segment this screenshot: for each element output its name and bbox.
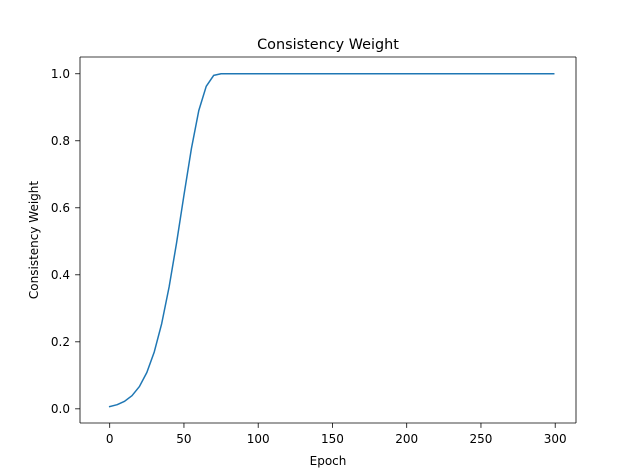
y-tick-label: 0.6 xyxy=(51,201,70,215)
x-tick-label: 0 xyxy=(106,432,114,446)
y-tick-label: 0.8 xyxy=(51,134,70,148)
y-tick-label: 1.0 xyxy=(51,67,70,81)
y-tick-label: 0.4 xyxy=(51,268,70,282)
y-tick-label: 0.0 xyxy=(51,402,70,416)
x-tick-label: 100 xyxy=(247,432,270,446)
x-axis-label: Epoch xyxy=(310,454,347,468)
x-tick-label: 250 xyxy=(470,432,493,446)
plot-layer: 0 50 100 150 200 250 300 0.0 0.2 0.4 0.6 0.8 1.0 xyxy=(51,56,577,446)
x-tick-label: 50 xyxy=(176,432,191,446)
x-tick-label: 300 xyxy=(544,432,567,446)
y-tick-label: 0.2 xyxy=(51,335,70,349)
chart-title: Consistency Weight xyxy=(257,37,399,53)
x-tick-label: 200 xyxy=(395,432,418,446)
x-tick-label: 150 xyxy=(321,432,344,446)
series-line-0 xyxy=(108,73,555,408)
y-axis-label: Consistency Weight xyxy=(27,181,41,299)
